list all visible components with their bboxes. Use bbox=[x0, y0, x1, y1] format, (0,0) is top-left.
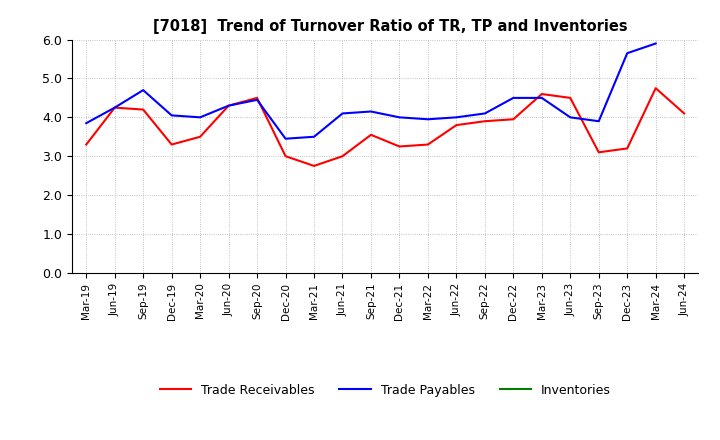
Trade Payables bbox=[167, 113, 176, 118]
Trade Payables bbox=[480, 111, 489, 116]
Trade Receivables bbox=[110, 105, 119, 110]
Trade Payables bbox=[623, 51, 631, 56]
Trade Payables bbox=[452, 115, 461, 120]
Trade Payables bbox=[595, 118, 603, 124]
Trade Payables bbox=[282, 136, 290, 141]
Legend: Trade Receivables, Trade Payables, Inventories: Trade Receivables, Trade Payables, Inven… bbox=[155, 379, 616, 402]
Trade Payables bbox=[509, 95, 518, 101]
Trade Receivables bbox=[196, 134, 204, 139]
Trade Receivables bbox=[509, 117, 518, 122]
Trade Payables bbox=[310, 134, 318, 139]
Trade Receivables bbox=[82, 142, 91, 147]
Trade Payables bbox=[652, 41, 660, 46]
Trade Receivables bbox=[652, 85, 660, 91]
Trade Payables bbox=[537, 95, 546, 101]
Trade Payables bbox=[110, 105, 119, 110]
Trade Payables bbox=[196, 115, 204, 120]
Trade Payables bbox=[395, 115, 404, 120]
Trade Payables bbox=[225, 103, 233, 108]
Trade Receivables bbox=[480, 118, 489, 124]
Trade Payables bbox=[366, 109, 375, 114]
Trade Payables bbox=[338, 111, 347, 116]
Trade Payables bbox=[139, 88, 148, 93]
Trade Receivables bbox=[395, 144, 404, 149]
Trade Receivables bbox=[282, 154, 290, 159]
Trade Receivables bbox=[310, 163, 318, 169]
Trade Receivables bbox=[225, 103, 233, 108]
Trade Receivables bbox=[366, 132, 375, 137]
Line: Trade Payables: Trade Payables bbox=[86, 44, 656, 139]
Trade Receivables bbox=[595, 150, 603, 155]
Trade Payables bbox=[253, 97, 261, 103]
Trade Payables bbox=[423, 117, 432, 122]
Trade Receivables bbox=[623, 146, 631, 151]
Text: [7018]  Trend of Turnover Ratio of TR, TP and Inventories: [7018] Trend of Turnover Ratio of TR, TP… bbox=[153, 19, 628, 34]
Trade Receivables bbox=[139, 107, 148, 112]
Trade Receivables bbox=[253, 95, 261, 101]
Trade Receivables bbox=[566, 95, 575, 101]
Trade Receivables bbox=[537, 92, 546, 97]
Trade Payables bbox=[566, 115, 575, 120]
Trade Receivables bbox=[452, 122, 461, 128]
Trade Receivables bbox=[680, 111, 688, 116]
Trade Receivables bbox=[338, 154, 347, 159]
Trade Receivables bbox=[423, 142, 432, 147]
Line: Trade Receivables: Trade Receivables bbox=[86, 88, 684, 166]
Trade Payables bbox=[82, 121, 91, 126]
Trade Receivables bbox=[167, 142, 176, 147]
